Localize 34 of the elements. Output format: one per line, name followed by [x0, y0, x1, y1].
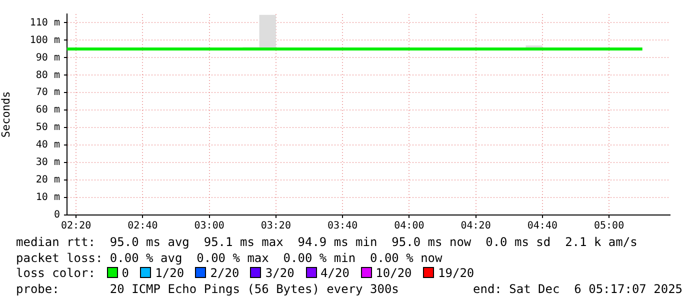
y-tick-label: 40 m	[36, 140, 60, 151]
legend-title: loss color:	[16, 266, 96, 280]
x-tick-label: 02:20	[61, 220, 92, 232]
y-tick-label: 70 m	[36, 87, 60, 98]
y-tick-label: 50 m	[36, 122, 60, 134]
legend-label: 3/20	[265, 266, 294, 280]
x-tick-label: 04:20	[460, 220, 491, 232]
y-tick-label: 80 m	[36, 70, 60, 81]
x-tick-label: 02:40	[128, 220, 158, 232]
x-tick-label: 03:00	[194, 220, 224, 232]
text: end: Sat Dec 6 05:17:07 2025	[473, 282, 683, 296]
legend-label: 19/20	[438, 266, 474, 280]
text: probe: 20 ICMP Echo Pings (56 Bytes) every 300s	[16, 282, 399, 296]
legend-label: 1/20	[155, 266, 184, 280]
legend-label: 0	[122, 266, 129, 280]
x-tick-label: 03:20	[260, 220, 291, 232]
x-tick-label: 04:00	[394, 220, 424, 232]
x-tick-label: 04:40	[527, 220, 558, 232]
legend-label: 2/20	[210, 266, 240, 280]
y-tick-label: 0	[54, 210, 60, 221]
legend-label: 10/20	[376, 266, 412, 280]
y-axis-title: Seconds	[0, 91, 12, 138]
x-tick-label: 03:40	[328, 220, 358, 232]
y-tick-label: 60 m	[36, 104, 60, 116]
legend-label: 4/20	[320, 266, 350, 280]
y-tick-label: 10 m	[36, 192, 60, 204]
y-tick-label: 110 m	[30, 17, 60, 28]
text: median rtt: 95.0 ms avg 95.1 ms max 94.9 ms min 95.0 ms now 0.0 ms sd 2.1 k am/s	[16, 235, 638, 249]
y-tick-label: 100 m	[30, 34, 60, 46]
text: packet loss: 0.00 % avg 0.00 % max 0.00 % min 0.00 % now	[16, 250, 442, 264]
y-tick-label: 90 m	[36, 52, 60, 64]
x-tick-label: 05:00	[594, 220, 624, 232]
y-tick-label: 20 m	[36, 174, 60, 186]
y-tick-label: 30 m	[36, 157, 60, 168]
